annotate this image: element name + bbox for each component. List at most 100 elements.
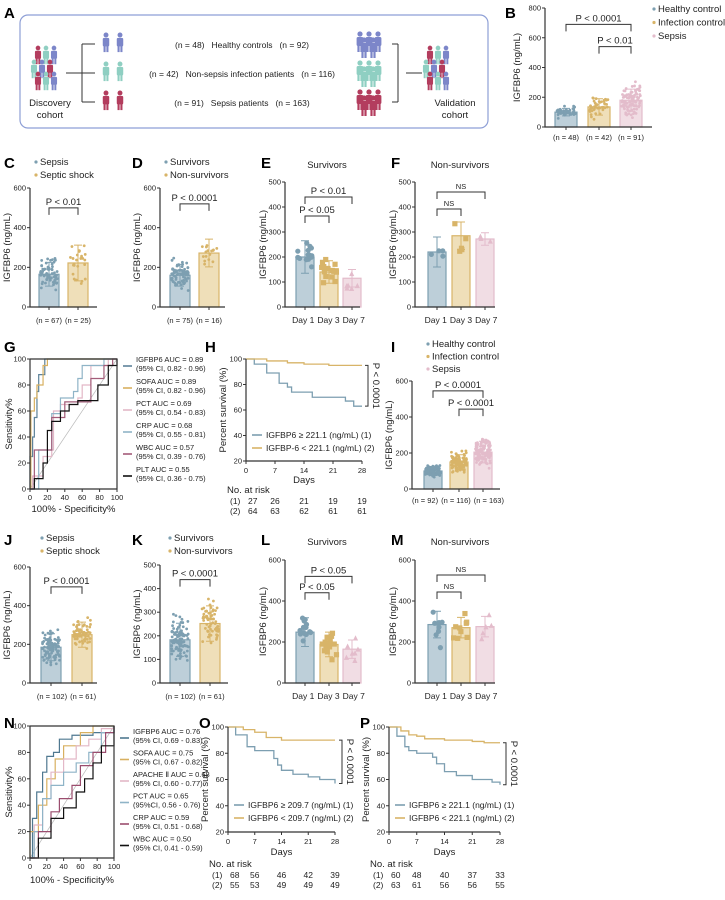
data-point [214, 626, 218, 630]
data-point [172, 612, 175, 616]
person-head [117, 90, 123, 96]
person-leg [43, 83, 46, 91]
data-point [180, 617, 184, 621]
group-icon [356, 89, 382, 116]
legend-label: SOFA AUC = 0.75 [133, 749, 193, 758]
x-tick-label: (n = 48) [553, 133, 580, 142]
y-tick-label: 20 [234, 457, 242, 466]
data-point [593, 101, 597, 105]
data-point [452, 459, 456, 463]
y-tick-label: 500 [398, 178, 411, 187]
p-value-label: P < 0.0001 [508, 741, 519, 787]
person-leg [366, 103, 369, 110]
y-tick-label: 500 [268, 178, 281, 187]
data-point [633, 84, 636, 88]
data-point [202, 612, 206, 616]
person-body [422, 64, 430, 73]
group-icon [102, 61, 124, 82]
data-point [429, 469, 433, 473]
data-point [181, 634, 184, 637]
data-point [200, 245, 204, 249]
data-point [487, 238, 493, 244]
data-point [569, 113, 573, 116]
y-tick-label: 400 [528, 63, 541, 72]
data-point [602, 99, 606, 103]
data-point [308, 264, 315, 270]
data-point [84, 634, 88, 638]
y-tick-label: 200 [143, 263, 156, 272]
data-point [487, 451, 491, 454]
data-point [463, 236, 469, 242]
panel-b: B Healthy control Infection control Sepsis I… [505, 4, 725, 143]
person-leg [46, 83, 49, 91]
data-point [462, 468, 466, 471]
survival-curve [389, 726, 500, 744]
data-point [205, 609, 209, 613]
data-point [211, 599, 215, 603]
data-point [572, 110, 575, 114]
error-bar [348, 639, 356, 659]
data-point [49, 629, 52, 633]
y-axis-label: Percent survival (%) [361, 737, 372, 822]
x-tick-label: 7 [415, 837, 419, 846]
data-point [591, 96, 595, 100]
data-point [55, 274, 58, 277]
person-body [374, 37, 382, 46]
person-leg [370, 109, 373, 116]
panel-letter: C [4, 155, 15, 172]
y-axis-label: Percent survival (%) [218, 368, 229, 453]
x-tick-label: (n = 67) [36, 316, 63, 325]
data-point [185, 261, 189, 265]
y-tick-label: 600 [398, 556, 411, 565]
data-point [450, 466, 454, 470]
x-tick-label: Day 7 [343, 315, 365, 325]
data-point [308, 245, 314, 251]
x-tick-label: Day 7 [475, 691, 497, 701]
person-body [38, 64, 46, 73]
axes [414, 560, 495, 684]
person-head [357, 31, 363, 37]
person-body [116, 95, 124, 105]
data-point [80, 254, 83, 258]
risk-row-label: (1) [212, 870, 223, 880]
data-point [345, 282, 351, 288]
person-body [369, 101, 377, 110]
person-leg [430, 57, 433, 65]
error-bar [627, 88, 635, 112]
data-point [45, 656, 49, 660]
panel-c: C Sepsis Septic shock IGFBP6 (ng/mL) 0 200 400… [2, 155, 97, 325]
data-point [207, 597, 210, 601]
survival-curve [389, 726, 501, 785]
axes [159, 565, 228, 684]
person-head [366, 31, 372, 37]
person-head [31, 59, 37, 65]
person-leg [378, 45, 381, 52]
data-point [41, 647, 44, 651]
data-point [56, 641, 60, 645]
y-tick-label: 80 [377, 749, 385, 758]
legend-label: IGFBP6 ≥ 209.7 (ng/mL) (1) [248, 800, 353, 810]
data-point [630, 85, 634, 88]
person-body [442, 76, 450, 85]
person-leg [438, 83, 441, 91]
data-point [171, 620, 175, 624]
data-point [57, 649, 60, 653]
risk-value: 26 [270, 496, 280, 506]
data-point [45, 278, 49, 282]
person-leg [35, 83, 38, 91]
group-icon [356, 60, 382, 87]
y-tick-label: 600 [268, 556, 281, 565]
risk-value: 37 [468, 870, 478, 880]
y-axis-label: Sensitivity% [4, 398, 15, 450]
data-point [429, 466, 433, 470]
y-tick-label: 60 [18, 774, 26, 783]
p-value-label: P < 0.01 [311, 186, 346, 197]
discovery-n: (n = 42) [149, 69, 179, 79]
person-body [369, 72, 377, 81]
data-point [56, 638, 60, 642]
survival-curve [246, 358, 362, 407]
risk-value: 56 [468, 880, 478, 890]
risk-value: 49 [277, 880, 287, 890]
data-point [75, 258, 78, 262]
risk-value: 61 [412, 880, 422, 890]
